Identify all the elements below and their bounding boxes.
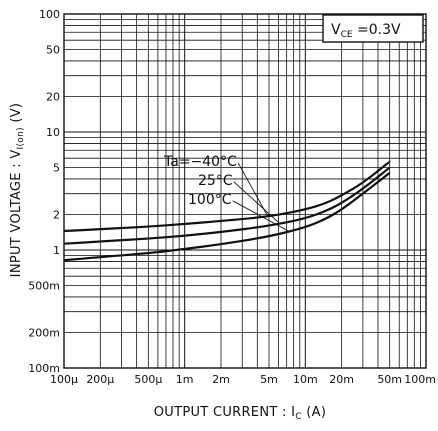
x-tick-label: 50m <box>377 373 402 386</box>
y-tick-label: 100m <box>28 362 60 375</box>
plot-frame <box>63 13 427 369</box>
x-tick-label: 100m <box>404 373 436 386</box>
x-tick-label: 20m <box>329 373 354 386</box>
x-tick-label: 500μ <box>134 373 162 386</box>
series-label-minus40: Ta=−40°C <box>163 154 237 170</box>
series-line-1 <box>63 166 391 245</box>
y-tick-label: 1 <box>53 244 60 257</box>
y-tick-label: 50 <box>46 44 60 57</box>
x-tick-label: 200μ <box>86 373 114 386</box>
y-tick-label: 2 <box>53 208 60 221</box>
series-label-25: 25°C <box>198 173 233 189</box>
y-tick-label: 100 <box>39 8 60 21</box>
y-axis-ticks: 100m 200m 500m 1 2 5 10 20 50 100 <box>28 8 60 375</box>
condition-label: VCE =0.3V <box>331 22 401 40</box>
leader-line <box>232 200 291 233</box>
y-tick-label: 10 <box>46 126 60 139</box>
x-axis-ticks: 100μ 200μ 500μ 1m 2m 5m 10m 20m 50m 100m <box>50 373 436 386</box>
series-line-2 <box>63 172 391 262</box>
x-tick-label: 1m <box>176 373 194 386</box>
leader-lines <box>232 162 291 233</box>
series-label-100: 100°C <box>188 192 232 208</box>
y-tick-label: 20 <box>46 90 60 103</box>
condition-box <box>322 14 424 43</box>
x-tick-label: 2m <box>212 373 230 386</box>
x-tick-label: 100μ <box>50 373 78 386</box>
x-tick-label: 5m <box>260 373 278 386</box>
leader-line <box>233 181 281 225</box>
leader-line <box>237 162 269 217</box>
y-axis-label: INPUT VOLTAGE : VI(on) (V) <box>9 103 26 278</box>
y-tick-label: 500m <box>28 280 60 293</box>
x-tick-label: 10m <box>293 373 318 386</box>
grid <box>64 14 426 368</box>
x-axis-label: OUTPUT CURRENT : IC (A) <box>154 405 327 422</box>
y-tick-label: 200m <box>28 326 60 339</box>
y-tick-label: 5 <box>53 162 60 175</box>
